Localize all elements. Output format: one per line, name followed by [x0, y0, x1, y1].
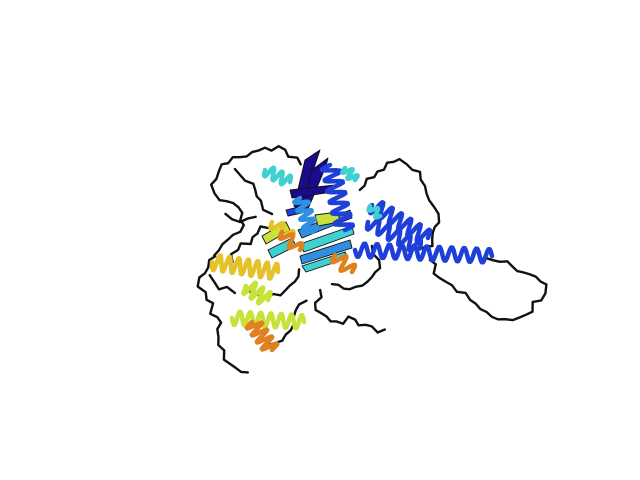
coil-segment — [428, 257, 548, 322]
helix-blue-vertical — [319, 162, 356, 233]
helix-yellow-left — [209, 253, 281, 281]
helix-orange-lower — [244, 319, 280, 353]
coil-segment — [330, 244, 382, 291]
alpha-helices — [209, 162, 495, 353]
helix-cyan-top — [261, 165, 294, 187]
coil-segment — [210, 145, 302, 257]
coil-segment — [224, 212, 257, 224]
coil-loops — [196, 145, 548, 374]
helix-cyan-tip — [366, 203, 383, 220]
coil-segment — [313, 288, 386, 334]
helix-orange-center — [277, 229, 305, 253]
beta-strand-blue-2 — [299, 239, 353, 265]
helix-blue-upper — [367, 200, 433, 243]
coil-segment — [233, 167, 274, 216]
coil-segment — [229, 225, 270, 264]
coil-segment — [268, 299, 308, 346]
helix-long-blue — [352, 241, 495, 265]
helix-lime-small — [241, 280, 273, 306]
coil-segment — [208, 274, 237, 295]
helix-orange-core — [329, 252, 358, 275]
coil-segment — [358, 157, 441, 251]
helix-blue-lower — [364, 217, 424, 253]
helix-lightblue-core — [292, 195, 320, 235]
coil-segment — [196, 255, 249, 374]
helix-lime-lower — [229, 309, 307, 331]
helix-cyan-small — [340, 165, 360, 183]
